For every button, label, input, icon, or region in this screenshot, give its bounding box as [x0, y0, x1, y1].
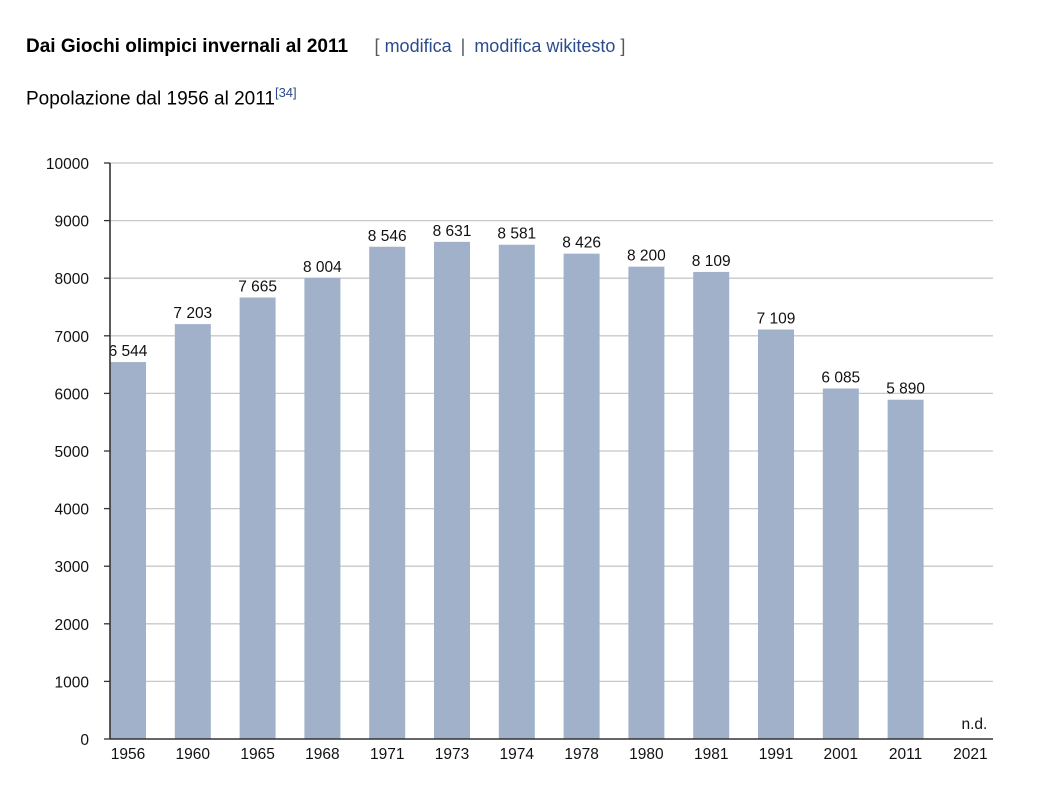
bar-1981: [693, 271, 730, 739]
reference-link[interactable]: [34]: [274, 85, 297, 100]
section-header: Dai Giochi olimpici invernali al 2011 [ …: [26, 36, 625, 58]
bars: [110, 241, 924, 739]
x-tick-label: 1973: [435, 746, 469, 763]
y-tick-label: 7000: [55, 329, 90, 346]
value-label-1973: 8 631: [433, 223, 472, 240]
x-tick-label: 2021: [953, 746, 987, 763]
y-tick-label: 10000: [46, 156, 89, 173]
bar-1971: [369, 246, 406, 739]
x-tick-label: 1956: [111, 746, 145, 763]
bar-1965: [239, 297, 276, 739]
value-labels: 6 544 7 203 7 665 8 004 8 546 8 631 8 581 8 426…: [109, 223, 988, 733]
edit-section-links: [ modifica | modifica wikitesto ]: [375, 36, 626, 56]
x-tick-label: 2001: [824, 746, 858, 763]
value-label-1991: 7 109: [757, 311, 796, 328]
reference-superscript: [34]: [275, 84, 297, 101]
value-label-1981: 8 109: [692, 253, 731, 270]
value-label-1956: 6 544: [109, 343, 148, 360]
y-tick-label: 1000: [55, 674, 90, 691]
x-tick-label: 1965: [240, 746, 274, 763]
x-axis-ticks: 1956 1960 1965 1968 1971 1973 1974 1978 1980 1981…: [111, 746, 988, 763]
x-tick-label: 1981: [694, 746, 728, 763]
edit-bracket-close: ]: [620, 36, 626, 56]
y-tick-label: 2000: [55, 617, 90, 634]
bar-1974: [498, 244, 535, 739]
x-tick-label: 1991: [759, 746, 793, 763]
x-tick-label: 1974: [500, 746, 535, 763]
edit-divider: |: [460, 36, 466, 56]
y-tick-label: 4000: [55, 502, 90, 519]
value-label-1965: 7 665: [238, 278, 277, 295]
y-tick-label: 5000: [55, 444, 90, 461]
bar-1960: [174, 324, 211, 739]
value-label-1971: 8 546: [368, 228, 407, 245]
caption-text: Popolazione dal 1956 al 2011: [26, 88, 275, 110]
bar-1973: [434, 241, 470, 739]
value-label-2001: 6 085: [821, 370, 860, 387]
y-tick-label: 3000: [55, 559, 90, 576]
edit-bracket-open: [: [374, 36, 380, 56]
x-tick-label: 1980: [629, 746, 664, 763]
bar-1991: [758, 329, 794, 739]
bar-1980: [628, 266, 665, 739]
value-label-2011: 5 890: [886, 381, 925, 398]
bar-1956: [110, 362, 146, 739]
y-tick-label: 9000: [55, 214, 90, 231]
x-tick-label: 1960: [176, 746, 211, 763]
x-tick-label: 1968: [305, 746, 339, 763]
bar-1968: [304, 277, 341, 739]
x-tick-label: 2011: [889, 746, 922, 763]
value-label-2021: n.d.: [961, 716, 987, 733]
value-label-1978: 8 426: [562, 235, 601, 252]
y-tick-label: 6000: [55, 386, 90, 403]
value-label-1980: 8 200: [627, 248, 666, 265]
bar-2001: [822, 388, 859, 739]
chart-caption: Popolazione dal 1956 al 2011[34]: [26, 84, 297, 110]
bar-1978: [563, 253, 600, 739]
edit-link[interactable]: modifica: [384, 36, 452, 56]
edit-source-link[interactable]: modifica wikitesto: [474, 36, 616, 56]
value-label-1968: 8 004: [303, 259, 342, 276]
value-label-1974: 8 581: [497, 226, 536, 243]
x-tick-label: 1971: [370, 746, 404, 763]
section-title: Dai Giochi olimpici invernali al 2011: [26, 36, 349, 57]
x-tick-label: 1978: [564, 746, 598, 763]
bar-2011: [887, 399, 924, 739]
y-tick-label: 0: [80, 732, 89, 749]
value-label-1960: 7 203: [173, 305, 212, 322]
y-axis-ticks: 0 1000 2000 3000 4000 5000 6000 7000 8000 9000 100…: [46, 156, 110, 749]
y-tick-label: 8000: [55, 271, 90, 288]
